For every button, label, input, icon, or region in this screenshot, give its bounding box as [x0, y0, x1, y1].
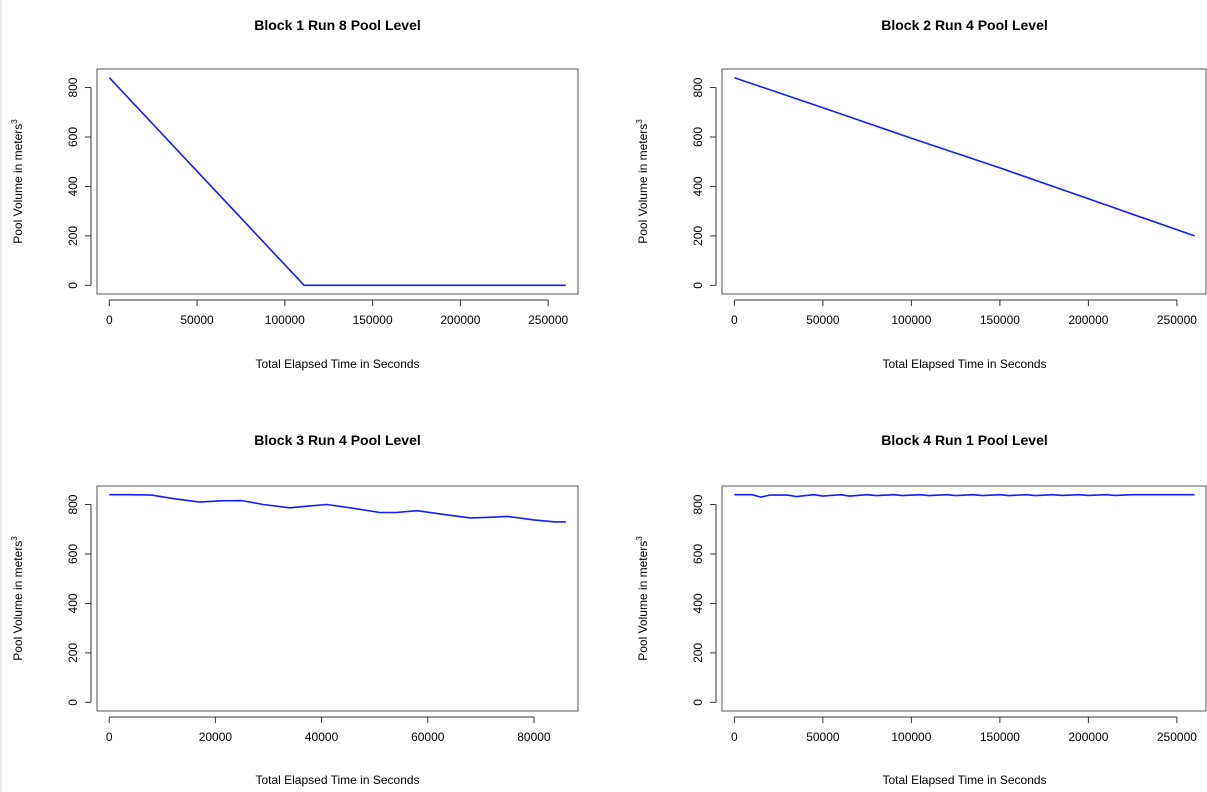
plot-frame: [721, 485, 1207, 712]
x-axis-label: Total Elapsed Time in Seconds: [882, 773, 1046, 787]
x-axis-label: Total Elapsed Time in Seconds: [882, 357, 1046, 371]
x-tick-label: 60000: [411, 730, 445, 744]
y-tick-label: 200: [66, 226, 80, 246]
series-line: [734, 493, 1195, 498]
y-tick-label: 200: [66, 643, 80, 663]
chart-title: Block 2 Run 4 Pool Level: [881, 17, 1048, 33]
y-axis-label-superscript: 3: [10, 119, 19, 124]
x-tick-label: 50000: [806, 730, 840, 744]
y-tick-label: 600: [66, 544, 80, 564]
y-tick-label: 800: [66, 77, 80, 97]
x-tick-label: 150000: [980, 730, 1020, 744]
x-tick-label: 0: [731, 313, 738, 327]
x-axis: 0 20000 40000 60000 80000: [106, 716, 551, 744]
panel-2: Block 2 Run 4 Pool Level Total Elapsed T…: [635, 17, 1207, 371]
x-tick-label: 200000: [440, 313, 480, 327]
x-tick-label: 150000: [353, 313, 393, 327]
y-axis-label-superscript: 3: [635, 119, 644, 124]
y-tick-label: 800: [691, 494, 705, 514]
series-group: [734, 493, 1195, 498]
y-tick-label: 600: [691, 544, 705, 564]
chart-title: Block 1 Run 8 Pool Level: [254, 17, 421, 33]
y-tick-label: 200: [691, 643, 705, 663]
series-group: [734, 76, 1195, 237]
y-tick-label: 0: [66, 699, 80, 706]
y-tick-label: 600: [691, 127, 705, 147]
x-tick-label: 100000: [265, 313, 305, 327]
y-tick-label: 0: [66, 282, 80, 289]
plot-frame: [96, 68, 579, 295]
y-tick-label: 0: [691, 699, 705, 706]
panel-4: Block 4 Run 1 Pool Level Total Elapsed T…: [635, 432, 1207, 787]
x-axis: 0 50000 100000 150000 200000 250000: [731, 299, 1197, 327]
y-axis: 0 200 400 600 800: [691, 494, 717, 706]
x-tick-label: 100000: [891, 313, 931, 327]
y-axis: 0 200 400 600 800: [66, 77, 92, 289]
y-tick-label: 600: [66, 127, 80, 147]
y-axis-label: Pool Volume in meters3: [10, 536, 25, 661]
y-axis-label: Pool Volume in meters3: [635, 119, 650, 244]
x-tick-label: 50000: [180, 313, 214, 327]
y-tick-label: 800: [66, 494, 80, 514]
y-axis-label: Pool Volume in meters3: [635, 536, 650, 661]
chart-title: Block 3 Run 4 Pool Level: [254, 432, 421, 448]
series-line: [734, 76, 1195, 237]
y-tick-label: 0: [691, 282, 705, 289]
panel-3: Block 3 Run 4 Pool Level Total Elapsed T…: [10, 432, 579, 787]
y-axis-label-superscript: 3: [635, 536, 644, 541]
series-line: [108, 77, 566, 287]
panel-1: Block 1 Run 8 Pool Level Total Elapsed T…: [10, 17, 579, 371]
x-tick-label: 250000: [1157, 313, 1197, 327]
x-tick-label: 100000: [891, 730, 931, 744]
x-axis-label: Total Elapsed Time in Seconds: [255, 357, 419, 371]
x-tick-label: 0: [106, 730, 113, 744]
y-tick-label: 400: [691, 593, 705, 613]
x-tick-label: 250000: [528, 313, 568, 327]
x-axis: 0 50000 100000 150000 200000 250000: [106, 299, 569, 327]
y-axis-label: Pool Volume in meters3: [10, 119, 25, 244]
x-tick-label: 0: [731, 730, 738, 744]
series-line: [109, 493, 566, 523]
y-tick-label: 400: [66, 176, 80, 196]
x-tick-label: 20000: [199, 730, 233, 744]
x-tick-label: 200000: [1068, 313, 1108, 327]
x-tick-label: 200000: [1068, 730, 1108, 744]
x-axis-label: Total Elapsed Time in Seconds: [255, 773, 419, 787]
chart-title: Block 4 Run 1 Pool Level: [881, 432, 1048, 448]
y-axis-label-text: Pool Volume in meters: [636, 124, 650, 244]
y-axis: 0 200 400 600 800: [691, 77, 717, 289]
y-axis-label-text: Pool Volume in meters: [636, 541, 650, 661]
y-axis: 0 200 400 600 800: [66, 494, 92, 706]
y-tick-label: 800: [691, 77, 705, 97]
y-tick-label: 200: [691, 226, 705, 246]
plot-frame: [96, 485, 579, 712]
y-tick-label: 400: [691, 176, 705, 196]
x-tick-label: 0: [106, 313, 113, 327]
series-group: [108, 77, 566, 287]
x-axis: 0 50000 100000 150000 200000 250000: [731, 716, 1197, 744]
x-tick-label: 40000: [305, 730, 339, 744]
plot-frame: [721, 68, 1207, 295]
x-tick-label: 80000: [517, 730, 551, 744]
y-tick-label: 400: [66, 593, 80, 613]
series-group: [109, 493, 566, 523]
x-tick-label: 150000: [980, 313, 1020, 327]
x-tick-label: 50000: [806, 313, 840, 327]
y-axis-label-superscript: 3: [10, 536, 19, 541]
y-axis-label-text: Pool Volume in meters: [11, 541, 25, 661]
x-tick-label: 250000: [1157, 730, 1197, 744]
y-axis-label-text: Pool Volume in meters: [11, 124, 25, 244]
